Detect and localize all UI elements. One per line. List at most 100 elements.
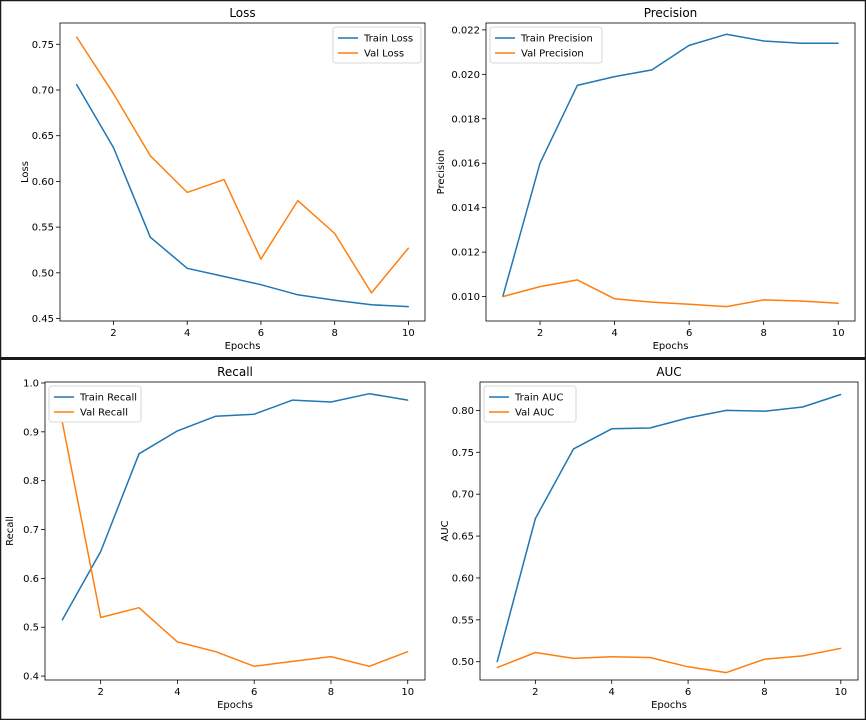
data-point <box>613 298 616 300</box>
data-point <box>496 661 498 663</box>
x-tick-label: 8 <box>328 687 334 698</box>
data-point <box>330 655 332 658</box>
x-tick-label: 6 <box>685 687 691 698</box>
x-axis-label: Epochs <box>225 341 261 352</box>
data-point <box>75 83 78 86</box>
x-axis-label: Epochs <box>651 700 687 711</box>
data-point <box>291 660 294 663</box>
data-point <box>496 667 498 669</box>
y-tick-label: 0.70 <box>32 86 54 97</box>
data-point <box>687 666 689 668</box>
data-point <box>215 415 217 417</box>
data-point <box>534 517 536 520</box>
x-tick-label: 10 <box>834 687 847 698</box>
plot-frame <box>479 381 859 681</box>
legend-label: Train AUC <box>514 393 563 404</box>
data-point <box>100 616 102 619</box>
y-tick-label: 0.55 <box>452 615 474 626</box>
series-line-train-precision <box>502 33 839 297</box>
legend-label: Val Precision <box>521 49 584 60</box>
legend-label: Val Recall <box>80 408 128 419</box>
data-point <box>837 42 839 44</box>
data-point <box>138 453 140 455</box>
x-tick-label: 4 <box>184 328 190 339</box>
data-point <box>651 301 653 303</box>
data-point <box>253 665 255 667</box>
x-tick-label: 4 <box>609 687 615 698</box>
y-tick-label: 0.012 <box>451 248 480 259</box>
data-point <box>800 42 802 44</box>
chart-auc: AUC 2 4 6 8 10 0.50 0.55 0.60 0.65 0.70 0.75 0.80 Epo… <box>440 365 859 711</box>
series-line-train-auc <box>496 393 842 662</box>
x-tick-label: 10 <box>832 328 845 339</box>
data-point <box>687 417 689 419</box>
x-tick-label: 8 <box>760 328 766 339</box>
y-tick-label: 0.014 <box>451 203 480 214</box>
y-tick-label: 0.020 <box>451 70 480 81</box>
data-point <box>297 294 299 296</box>
data-point <box>539 285 541 288</box>
data-point <box>330 401 332 403</box>
x-tick-label: 2 <box>97 687 103 698</box>
data-point <box>223 275 225 278</box>
data-point <box>297 200 299 202</box>
chart-title: Precision <box>644 6 698 20</box>
legend: Train AUC Val AUC <box>483 385 577 423</box>
data-point <box>149 155 151 157</box>
y-tick-label: 0.70 <box>452 490 474 501</box>
data-point <box>186 267 188 269</box>
plot-frame <box>485 22 856 322</box>
x-tick-label: 10 <box>402 328 415 339</box>
y-tick-label: 0.9 <box>23 427 39 438</box>
data-point <box>613 75 616 78</box>
data-point <box>112 146 115 149</box>
data-point <box>75 36 78 38</box>
legend-label: Train Recall <box>79 393 137 404</box>
y-tick-label: 0.50 <box>452 657 474 668</box>
data-point <box>576 84 578 87</box>
data-point <box>688 303 690 305</box>
y-axis-label: Recall <box>5 516 16 546</box>
data-point <box>112 93 115 95</box>
data-point <box>725 672 727 674</box>
data-point <box>138 607 140 609</box>
legend-label: Val AUC <box>515 408 554 419</box>
data-point <box>223 178 225 181</box>
x-tick-label: 6 <box>258 328 264 339</box>
data-point <box>370 292 373 294</box>
y-tick-label: 0.018 <box>451 114 480 125</box>
legend-box <box>483 385 577 423</box>
x-tick-label: 2 <box>110 328 116 339</box>
x-axis-label: Epochs <box>217 700 253 711</box>
plot-frame <box>59 22 426 322</box>
y-tick-label: 0.022 <box>451 25 480 36</box>
chart-recall: Recall 2 4 6 8 10 0.4 0.5 0.6 0.7 0.8 0.9 1.0 Epochs R… <box>5 365 426 711</box>
y-tick-label: 0.75 <box>32 40 54 51</box>
x-tick-label: 2 <box>532 687 538 698</box>
x-tick-label: 10 <box>401 687 414 698</box>
data-point <box>837 302 839 304</box>
y-tick-label: 0.80 <box>452 406 474 417</box>
data-point <box>260 258 262 260</box>
x-tick-label: 4 <box>611 328 617 339</box>
x-tick-label: 4 <box>174 687 180 698</box>
data-point <box>368 393 370 395</box>
data-point <box>149 236 151 238</box>
legend-label: Train Precision <box>520 34 593 45</box>
chart-loss: Loss 2 4 6 8 10 0.45 0.50 0.55 0.60 0.65 0.70 0.75 Ep… <box>20 6 426 352</box>
series-line-val-precision <box>502 279 839 308</box>
y-axis-label: Loss <box>20 161 31 183</box>
data-point <box>688 44 690 47</box>
data-point <box>800 300 802 302</box>
data-point <box>840 647 842 649</box>
y-tick-label: 0.75 <box>452 448 474 459</box>
data-point <box>763 299 765 301</box>
x-tick-label: 8 <box>331 328 337 339</box>
y-tick-label: 0.60 <box>32 177 54 188</box>
legend-label: Train Loss <box>363 34 413 45</box>
y-tick-label: 0.45 <box>32 314 54 325</box>
data-point <box>407 399 409 401</box>
series-line-train-loss <box>75 84 409 308</box>
y-tick-label: 0.65 <box>452 532 474 543</box>
